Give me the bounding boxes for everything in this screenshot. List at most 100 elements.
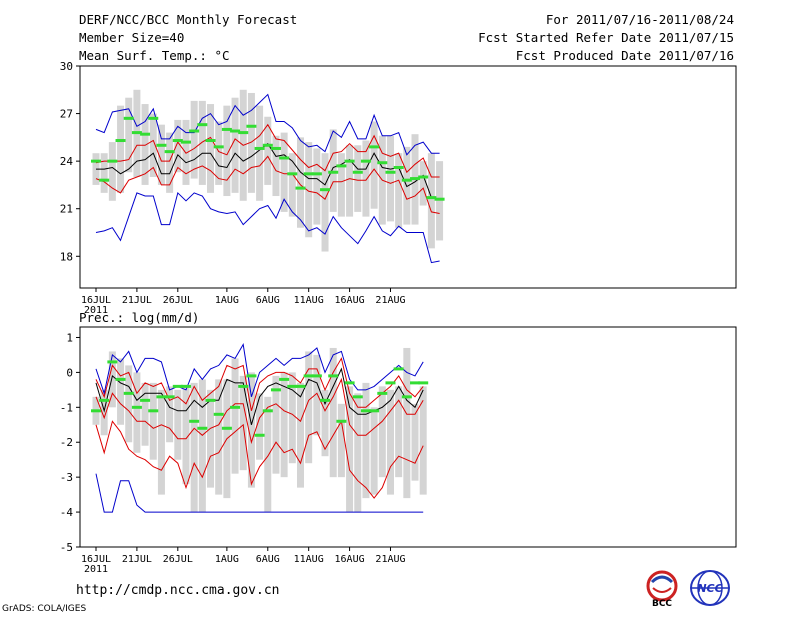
range-box [346,145,354,217]
range-box [198,100,206,185]
median-bar [287,384,298,388]
range-box [149,382,157,460]
median-bar [189,129,200,133]
median-bar [369,145,380,149]
y-tick-label: 21 [60,203,73,216]
ncc-logo: NCC [690,570,730,606]
range-box [305,142,313,238]
median-bar [148,409,159,413]
median-bar [221,127,232,131]
series-line-upper [95,357,424,411]
range-box [362,140,370,217]
ncc-logo-text: NCC [697,582,722,595]
median-bar [418,175,429,179]
range-box [166,132,174,193]
range-box [133,372,141,453]
series-line-lower [95,377,424,445]
range-box [321,389,329,457]
median-bar [230,129,241,133]
x-tick-label: 16JUL [81,295,111,306]
y-tick-label: -3 [60,471,73,484]
range-box [329,129,337,212]
median-bar [303,374,314,378]
median-bar [311,172,322,176]
range-box [288,372,296,464]
median-bar [123,116,134,120]
median-bar [230,405,241,409]
range-box [141,382,149,446]
median-bar [172,139,183,143]
range-box [157,389,165,495]
range-box [125,365,133,443]
median-bar [344,381,355,385]
median-bar [213,412,224,416]
source-url[interactable]: http://cmdp.ncc.cma.gov.cn [76,583,280,598]
x-tick-label: 11AUG [294,295,324,306]
median-bar [254,433,265,437]
range-box [264,116,272,185]
range-box [125,97,133,173]
median-bar [369,409,380,413]
median-bar [377,161,388,165]
median-bar [360,159,371,163]
median-bar [238,384,249,388]
range-box [149,113,157,177]
median-bar [410,381,421,385]
median-bar [418,381,429,385]
series-line-max [95,93,440,156]
range-box [362,382,370,499]
x-tick-label: 1AUG [215,295,239,306]
median-bar [189,419,200,423]
range-box [207,389,215,488]
range-box [313,148,321,225]
median-bar [262,409,273,413]
forecast-produced-date: Fcst Produced Date 2011/07/16 [515,48,734,63]
range-box [247,92,255,193]
range-box [117,358,125,425]
median-bar [328,170,339,174]
range-box [256,105,264,201]
member-size-label: Member Size=40 [79,30,185,45]
range-box [329,347,337,478]
median-bar [295,186,306,190]
range-box [157,124,165,185]
median-bar [262,143,273,147]
series-line-mean [95,367,424,425]
median-bar [131,405,142,409]
range-box [354,145,362,212]
forecast-period: For 2011/07/16-2011/08/24 [545,12,734,27]
range-box [386,135,394,222]
y-tick-label: 18 [60,250,73,263]
median-bar [221,426,232,430]
median-bar [115,139,126,143]
median-bar [115,377,126,381]
median-bar [107,360,118,364]
x-tick-label: 26JUL [163,554,193,565]
median-bar [295,384,306,388]
range-box [378,386,386,478]
series-line-max [95,343,424,397]
range-box [247,372,255,488]
median-bar [287,172,298,176]
median-bar [352,170,363,174]
x-tick-label: 21AUG [375,554,405,565]
range-box [108,142,116,201]
median-bar [270,388,281,392]
range-box [117,105,125,193]
median-bar [131,131,142,135]
median-bar [279,156,290,160]
median-bar [320,398,331,402]
x-tick-label: 26JUL [163,295,193,306]
range-box [264,396,272,513]
precip-variable-label: Prec.: log(mm/d) [79,310,199,325]
range-box [190,100,198,179]
median-bar [352,395,363,399]
median-bar [140,132,151,136]
median-bar [238,131,249,135]
range-box [411,403,419,481]
range-box [370,407,378,495]
series-line-min [95,191,440,264]
x-tick-label: 21JUL [122,554,152,565]
median-bar [393,367,404,371]
series-line-mean [96,142,440,200]
